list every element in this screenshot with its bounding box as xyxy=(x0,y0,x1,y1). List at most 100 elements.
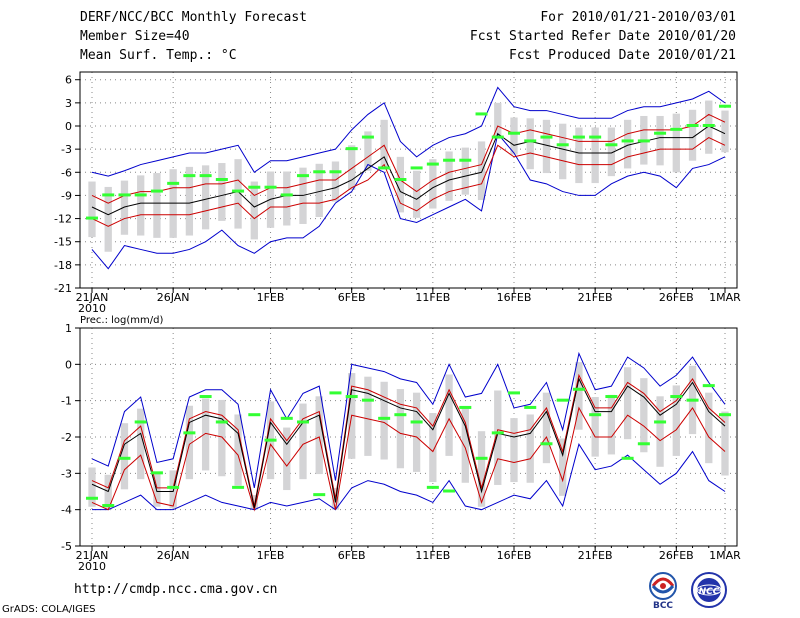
produced-date: Fcst Produced Date 2010/01/21 xyxy=(509,48,736,63)
obs-marker xyxy=(654,131,667,135)
ensemble-bar xyxy=(445,151,453,201)
ensemble-bar xyxy=(672,113,680,173)
series-upper-line xyxy=(91,373,726,507)
ensemble-bar xyxy=(494,390,502,485)
ensemble-bar xyxy=(542,119,551,174)
obs-marker xyxy=(605,395,618,399)
obs-marker xyxy=(345,395,358,399)
start-ref-date: Fcst Started Refer Date 2010/01/20 xyxy=(469,29,736,44)
ensemble-bar xyxy=(315,396,323,475)
obs-marker xyxy=(410,420,423,424)
ensemble-bar xyxy=(380,119,388,170)
forecast-period: For 2010/01/21-2010/03/01 xyxy=(540,10,736,25)
x-tick-label: 26FEB xyxy=(659,291,694,304)
x-year-label: 2010 xyxy=(78,302,106,315)
bcc-logo-text: BCC xyxy=(653,601,673,610)
obs-marker xyxy=(491,431,504,435)
source-url[interactable]: http://cmdp.ncc.cma.gov.cn xyxy=(74,582,278,597)
obs-marker xyxy=(297,420,309,424)
x-tick-label: 21JAN xyxy=(76,291,109,304)
ensemble-bar xyxy=(283,171,291,226)
x-tick-label: 1FEB xyxy=(257,549,285,562)
obs-marker xyxy=(637,139,650,143)
obs-marker xyxy=(686,398,699,402)
ensemble-bar xyxy=(396,156,405,213)
ensemble-bar xyxy=(623,119,632,169)
x-tick-label: 26FEB xyxy=(659,549,694,562)
ensemble-bar xyxy=(120,423,129,490)
ensemble-bar xyxy=(331,161,340,202)
obs-marker xyxy=(215,420,228,424)
obs-marker xyxy=(248,413,261,417)
obs-marker xyxy=(378,166,391,170)
obs-marker xyxy=(86,216,98,220)
obs-marker xyxy=(589,413,602,417)
ensemble-bar xyxy=(137,175,145,236)
obs-marker xyxy=(443,158,456,162)
x-tick-label: 21FEB xyxy=(578,291,613,304)
obs-marker xyxy=(329,391,342,395)
ensemble-bar xyxy=(218,163,226,221)
obs-marker xyxy=(719,104,731,108)
obs-marker xyxy=(394,413,407,417)
obs-marker xyxy=(670,127,683,131)
y-tick-label: -15 xyxy=(54,236,72,249)
ensemble-bar xyxy=(656,115,664,166)
y-tick-label: -4 xyxy=(61,504,72,517)
ensemble-bar xyxy=(445,374,453,456)
obs-marker xyxy=(621,456,634,460)
y-tick-label: -12 xyxy=(54,213,72,226)
obs-marker xyxy=(524,405,537,409)
series-max-line xyxy=(91,351,726,488)
y-tick-label: 0 xyxy=(65,358,72,371)
obs-marker xyxy=(297,174,309,178)
series-min-line xyxy=(91,132,726,270)
ensemble-bar xyxy=(526,118,534,170)
x-tick-label: 1MAR xyxy=(709,549,741,562)
obs-marker xyxy=(475,112,488,116)
obs-marker xyxy=(524,139,537,143)
ensemble-bar xyxy=(494,102,502,139)
ensemble-bar xyxy=(510,117,518,155)
x-tick-label: 21FEB xyxy=(578,549,613,562)
ensemble-bar xyxy=(607,394,616,455)
obs-marker xyxy=(621,139,634,143)
y-tick-label: -21 xyxy=(54,282,72,295)
ensemble-bar xyxy=(672,385,680,456)
ensemble-bar xyxy=(185,166,194,236)
plot-frame xyxy=(79,327,738,547)
ensemble-bar xyxy=(477,431,486,507)
ensemble-bar xyxy=(607,127,616,177)
series-min-line xyxy=(92,443,726,511)
obs-marker xyxy=(426,162,439,166)
obs-marker xyxy=(459,405,472,409)
ensemble-bar xyxy=(575,127,583,184)
ensemble-bar xyxy=(542,392,551,464)
obs-marker xyxy=(410,166,423,170)
ensemble-bar xyxy=(234,159,242,229)
x-tick-label: 21JAN xyxy=(76,549,109,562)
x-tick-label: 6FEB xyxy=(338,291,366,304)
panel-precipitation: 1 0 -1 -2 -3 -4 -5 21JAN 26JAN 1FEB 6FEB 11FEB 16FEB… xyxy=(61,315,741,573)
plot-frame xyxy=(79,71,738,289)
ensemble-bar xyxy=(88,181,96,238)
obs-marker xyxy=(670,395,683,399)
obs-marker xyxy=(572,135,585,139)
x-tick-label: 11FEB xyxy=(415,291,450,304)
x-tick-label: 1FEB xyxy=(257,291,285,304)
panel-temperature: 6 3 0 -3 -6 -9 -12 -15 -18 -21 21JAN 26JAN 1FEB 6FEB 1… xyxy=(54,71,741,315)
series-lower-line xyxy=(91,406,726,512)
x-tick-label: 26JAN xyxy=(157,291,190,304)
ensemble-bar xyxy=(526,414,534,483)
obs-marker xyxy=(508,131,520,135)
x-tick-label: 6FEB xyxy=(338,549,366,562)
series-upper-line xyxy=(91,113,726,204)
obs-marker xyxy=(556,143,569,147)
ensemble-bar xyxy=(137,408,145,480)
ensemble-bar xyxy=(364,131,372,171)
obs-marker xyxy=(491,135,504,139)
bcc-logo: BCC xyxy=(640,570,686,610)
ensemble-bar xyxy=(218,399,226,477)
y-tick-label: 3 xyxy=(65,97,72,110)
obs-marker xyxy=(426,485,439,489)
